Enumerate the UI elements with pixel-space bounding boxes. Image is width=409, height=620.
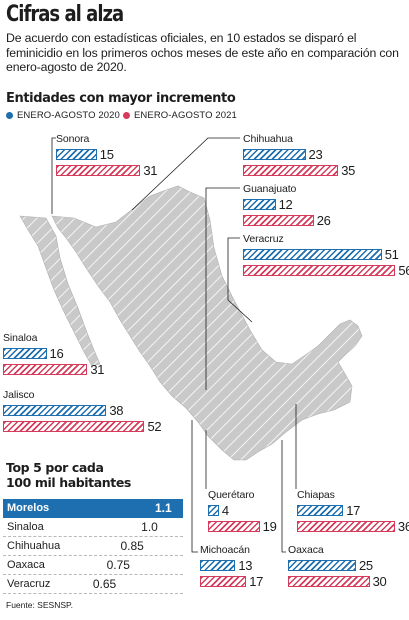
value-2020-sonora: 15 — [99, 147, 114, 162]
leader-guanajuato — [205, 187, 240, 390]
state-label-sonora: Sonora — [56, 133, 90, 145]
bar-2020-oaxaca — [288, 560, 356, 571]
section-heading: Entidades con mayor incremento — [6, 91, 236, 106]
value-2021-chihuahua: 35 — [341, 163, 356, 178]
value-2021-guanajuato: 26 — [316, 213, 331, 228]
top5-divider — [3, 593, 183, 594]
leader-michoacan — [191, 420, 198, 553]
legend-item-2020: ENERO-AGOSTO 2020 — [6, 110, 120, 121]
leader-lines — [51, 137, 297, 553]
bar-2021-jalisco — [3, 421, 145, 432]
value-2020-guanajuato: 12 — [278, 197, 293, 212]
bar-2020-guanajuato — [243, 199, 276, 210]
bar-2020-queretaro — [208, 505, 219, 516]
legend-label-2021: ENERO-AGOSTO 2021 — [134, 110, 237, 121]
leader-sonora — [51, 137, 56, 214]
bar-2020-chiapas — [297, 505, 344, 516]
bar-2021-chihuahua — [243, 165, 339, 176]
bar-2020-jalisco — [3, 405, 107, 416]
legend-dot-2020 — [6, 112, 13, 119]
value-2020-chihuahua: 23 — [308, 147, 323, 162]
leader-oaxaca — [281, 440, 286, 553]
state-label-chiapas: Chiapas — [297, 489, 335, 501]
value-2021-chiapas: 36 — [397, 519, 409, 534]
top5-state: Morelos — [7, 502, 50, 514]
top5-value: 1.1 — [155, 501, 172, 515]
legend-label-2020: ENERO-AGOSTO 2020 — [17, 110, 120, 121]
top5-row: Oaxaca 0.75 — [3, 556, 183, 575]
top5-row: Veracruz 0.65 — [3, 575, 183, 594]
top5-value: 0.85 — [120, 539, 144, 553]
value-2020-michoacan: 13 — [238, 558, 253, 573]
value-2021-sonora: 31 — [143, 163, 158, 178]
state-label-queretaro: Querétaro — [208, 489, 255, 501]
value-2021-veracruz: 56 — [398, 263, 409, 278]
state-label-jalisco: Jalisco — [3, 389, 35, 401]
top5-state: Oaxaca — [7, 559, 45, 571]
legend-item-2021: ENERO-AGOSTO 2021 — [123, 110, 237, 121]
bar-2020-michoacan — [200, 560, 236, 571]
bar-2021-queretaro — [208, 521, 260, 532]
top5-row: Sinaloa 1.0 — [3, 518, 183, 537]
mexico-mainland-shape — [51, 185, 363, 461]
intro-text: De acuerdo con estadísticas oficiales, e… — [6, 31, 399, 74]
top5-heading-line2: 100 mil habitantes — [6, 475, 131, 490]
bar-2021-sonora — [56, 165, 141, 176]
top5-value: 1.0 — [141, 520, 158, 534]
top5-heading-line1: Top 5 por cada — [6, 460, 104, 475]
top5-value: 0.75 — [106, 558, 130, 572]
bar-2021-guanajuato — [243, 215, 314, 226]
bar-2020-chihuahua — [243, 149, 306, 160]
baja-california-shape — [19, 215, 101, 367]
legend-dot-2021 — [123, 112, 130, 119]
state-label-sinaloa: Sinaloa — [3, 332, 38, 344]
value-2020-queretaro: 4 — [221, 503, 229, 518]
state-label-guanajuato: Guanajuato — [243, 183, 297, 195]
value-2021-michoacan: 17 — [249, 574, 264, 589]
leader-chihuahua — [131, 137, 240, 211]
source-note: Fuente: SESNSP. — [6, 600, 73, 610]
value-2020-oaxaca: 25 — [359, 558, 373, 573]
bar-2021-oaxaca — [288, 576, 370, 587]
value-2021-oaxaca: 30 — [372, 574, 387, 589]
value-2021-queretaro: 19 — [262, 519, 277, 534]
value-2020-jalisco: 38 — [109, 403, 124, 418]
value-2020-veracruz: 51 — [384, 247, 399, 262]
top5-divider — [3, 574, 183, 575]
leader-veracruz — [227, 237, 253, 323]
top5-heading: Top 5 por cada 100 mil habitantes — [6, 460, 131, 490]
top5-list: Morelos 1.1 Sinaloa 1.0 Chihuahua 0.85 Oaxaca 0… — [3, 499, 183, 594]
bar-2020-sonora — [56, 149, 97, 160]
top5-divider — [3, 555, 183, 556]
state-label-chihuahua: Chihuahua — [243, 133, 293, 145]
chart-title: Cifras al alza — [6, 2, 124, 27]
top5-row: Chihuahua 0.85 — [3, 537, 183, 556]
top5-state: Veracruz — [7, 578, 51, 590]
bar-2021-michoacan — [200, 576, 247, 587]
value-2020-sinaloa: 16 — [49, 346, 64, 361]
top5-divider — [3, 536, 183, 537]
top5-state: Chihuahua — [7, 540, 61, 552]
bar-2021-veracruz — [243, 265, 396, 276]
value-2021-jalisco: 52 — [147, 419, 162, 434]
value-2020-chiapas: 17 — [346, 503, 361, 518]
state-label-michoacan: Michoacán — [200, 544, 250, 556]
bar-2021-chiapas — [297, 521, 395, 532]
top5-value: 0.65 — [92, 577, 117, 591]
state-label-veracruz: Veracruz — [243, 233, 284, 245]
state-label-oaxaca: Oaxaca — [288, 544, 324, 556]
bar-2021-sinaloa — [3, 364, 88, 375]
bar-2020-veracruz — [243, 249, 382, 260]
value-2021-sinaloa: 31 — [90, 362, 105, 377]
top5-row: Morelos 1.1 — [3, 499, 183, 518]
bar-2020-sinaloa — [3, 348, 47, 359]
top5-state: Sinaloa — [7, 521, 44, 533]
